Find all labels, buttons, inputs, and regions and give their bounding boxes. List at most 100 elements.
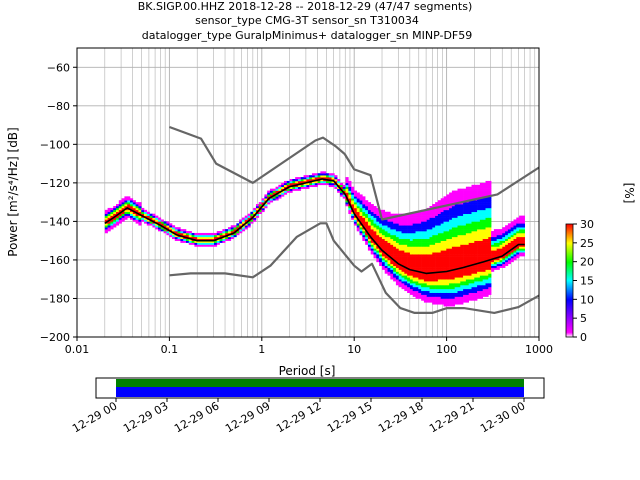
- heatmap-cell: [353, 207, 358, 211]
- heatmap-cell: [432, 229, 436, 232]
- heatmap-cell: [446, 242, 450, 245]
- heatmap-cell: [491, 238, 495, 241]
- heatmap-cell: [454, 225, 458, 228]
- heatmap-cell: [314, 173, 318, 176]
- heatmap-cell: [449, 283, 453, 286]
- heatmap-cell: [160, 227, 164, 230]
- heatmap-cell: [454, 281, 458, 284]
- heatmap-cell: [468, 209, 472, 213]
- heatmap-cell: [437, 213, 442, 216]
- heatmap-cell: [423, 217, 428, 220]
- heatmap-cell: [474, 202, 478, 205]
- heatmap-cell: [384, 246, 388, 249]
- heatmap-cell: [415, 275, 419, 278]
- heatmap-cell: [421, 277, 425, 280]
- heatmap-cell: [460, 236, 464, 240]
- heatmap-cell: [429, 267, 433, 270]
- heatmap-cell: [451, 211, 456, 214]
- heatmap-cell: [457, 217, 461, 220]
- heatmap-cell: [398, 217, 402, 220]
- heatmap-cell: [477, 200, 481, 203]
- heatmap-cell: [468, 204, 472, 207]
- heatmap-cell: [401, 242, 405, 245]
- heatmap-cell: [507, 229, 511, 232]
- heatmap-cell: [521, 227, 525, 230]
- heatmap-cell: [306, 179, 310, 182]
- heatmap-cell: [463, 227, 467, 230]
- heatmap-cell: [471, 211, 475, 214]
- heatmap-cell: [202, 244, 206, 247]
- heatmap-cell: [454, 192, 458, 195]
- heatmap-cell: [449, 238, 453, 241]
- heatmap-cell: [407, 234, 411, 238]
- heatmap-cell: [457, 225, 461, 228]
- heatmap-cell: [482, 288, 486, 292]
- heatmap-cell: [345, 190, 349, 193]
- heatmap-cell: [435, 269, 439, 272]
- heatmap-cell: [409, 221, 414, 224]
- heatmap-cell: [135, 215, 139, 218]
- heatmap-cell: [437, 217, 442, 220]
- heatmap-cell: [398, 254, 402, 257]
- heatmap-cell: [446, 200, 450, 203]
- heatmap-cell: [130, 204, 134, 207]
- heatmap-cell: [496, 244, 500, 247]
- heatmap-cell: [502, 236, 506, 240]
- heatmap-cell: [407, 229, 411, 232]
- heatmap-cell: [429, 284, 433, 288]
- heatmap-cell: [471, 250, 475, 253]
- heatmap-cell: [409, 284, 414, 288]
- heatmap-cell: [163, 231, 167, 234]
- heatmap-cell: [443, 250, 447, 253]
- heatmap-cell: [412, 213, 416, 216]
- heatmap-cell: [499, 265, 503, 268]
- heatmap-cell: [362, 198, 366, 201]
- heatmap-cell: [468, 186, 472, 189]
- heatmap-cell: [440, 207, 444, 211]
- heatmap-cell: [401, 215, 405, 218]
- heatmap-cell: [449, 213, 453, 216]
- heatmap-cell: [124, 215, 128, 218]
- heatmap-cell: [471, 204, 475, 207]
- heatmap-cell: [440, 252, 444, 255]
- heatmap-cell: [152, 215, 156, 218]
- heatmap-cell: [205, 234, 209, 238]
- heatmap-cell: [468, 284, 472, 288]
- heatmap-cell: [404, 225, 408, 228]
- heatmap-cell: [351, 192, 355, 195]
- heatmap-cell: [437, 200, 442, 203]
- heatmap-cell: [493, 236, 497, 240]
- heatmap-cell: [418, 240, 422, 243]
- heatmap-cell: [423, 292, 428, 295]
- heatmap-cell: [485, 273, 489, 276]
- heatmap-cell: [395, 229, 400, 232]
- heatmap-cell: [300, 186, 304, 189]
- heatmap-cell: [471, 190, 475, 193]
- heatmap-cell: [485, 240, 489, 243]
- heatmap-cell: [132, 219, 136, 222]
- heatmap-cell: [493, 263, 497, 267]
- heatmap-cell: [199, 234, 204, 238]
- heatmap-cell: [379, 256, 383, 259]
- data-coverage-bar: 12-29 00 12-29 03 12-29 06 12-29 09 12-29 12…: [70, 377, 545, 435]
- heatmap-cell: [493, 232, 497, 236]
- heatmap-cell: [474, 227, 478, 230]
- heatmap-cell: [440, 277, 444, 280]
- heatmap-cell: [468, 250, 472, 253]
- heatmap-cell: [463, 213, 467, 216]
- heatmap-cell: [468, 275, 472, 278]
- heatmap-cell: [398, 244, 402, 247]
- heatmap-cell: [247, 215, 251, 218]
- heatmap-cell: [135, 204, 139, 207]
- heatmap-cell: [510, 259, 514, 263]
- heatmap-cell: [216, 242, 220, 245]
- heatmap-cell: [502, 263, 506, 267]
- heatmap-cell: [387, 265, 391, 268]
- heatmap-cell: [463, 248, 467, 251]
- y-tick-label: −200: [40, 331, 70, 344]
- heatmap-cell: [491, 231, 495, 234]
- heatmap-cell: [323, 177, 327, 180]
- heatmap-cell: [423, 225, 428, 228]
- heatmap-cell: [278, 192, 282, 195]
- heatmap-cell: [477, 273, 481, 276]
